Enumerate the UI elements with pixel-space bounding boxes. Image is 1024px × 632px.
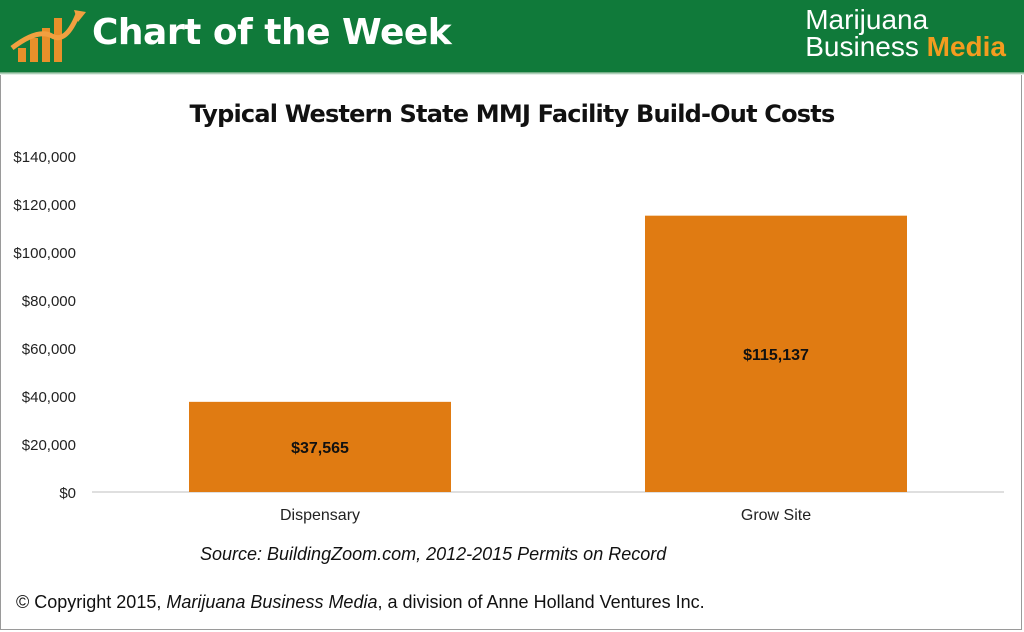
y-tick-label: $100,000 <box>13 245 76 262</box>
data-label: $37,565 <box>291 440 349 457</box>
x-tick-label: Grow Site <box>741 507 811 524</box>
bar-chart: $0 $20,000 $40,000 $60,000 $80,000 $100,000 $1… <box>13 149 1004 524</box>
header-divider <box>0 72 1024 75</box>
copyright-note: © Copyright 2015, Marijuana Business Med… <box>16 592 705 613</box>
publisher-line-1: Marijuana <box>805 4 929 35</box>
y-tick-label: $120,000 <box>13 197 76 214</box>
publisher-line-2: Business Media <box>805 31 1006 62</box>
y-tick-label: $60,000 <box>22 341 76 358</box>
data-label: $115,137 <box>743 347 809 364</box>
y-tick-label: $40,000 <box>22 389 76 406</box>
y-tick-label: $0 <box>59 485 76 502</box>
copyright-prefix: © Copyright 2015, <box>16 592 167 612</box>
bar-chart-arrow-icon <box>10 10 86 62</box>
y-tick-label: $80,000 <box>22 293 76 310</box>
publisher-word-business: Business <box>805 31 919 62</box>
copyright-company: Marijuana Business Media <box>166 592 378 612</box>
y-tick-label: $140,000 <box>13 149 76 166</box>
publisher-logo: Marijuana Business Media <box>805 4 1006 62</box>
copyright-suffix: , a division of Anne Holland Ventures In… <box>377 592 705 612</box>
chart-title: Typical Western State MMJ Facility Build… <box>189 100 836 128</box>
y-tick-label: $20,000 <box>22 437 76 454</box>
source-note: Source: BuildingZoom.com, 2012-2015 Perm… <box>200 544 667 564</box>
header-banner: Chart of the Week Marijuana Business Med… <box>0 0 1024 72</box>
publisher-word-media: Media <box>926 31 1006 62</box>
bar <box>645 215 907 492</box>
bar <box>189 401 451 492</box>
x-tick-label: Dispensary <box>280 507 360 524</box>
page-title: Chart of the Week <box>92 12 452 53</box>
